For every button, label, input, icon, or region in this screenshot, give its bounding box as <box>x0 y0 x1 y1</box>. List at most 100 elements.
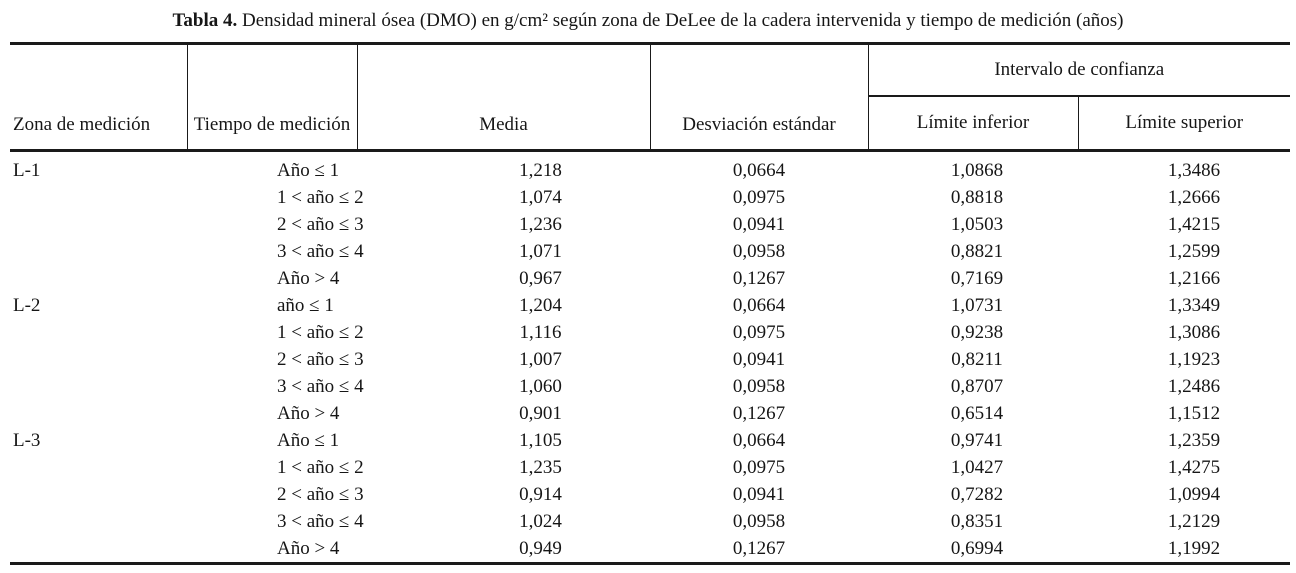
zona-cell: L-2 <box>13 294 41 316</box>
limite-superior-cell: 1,1992 <box>1167 537 1221 559</box>
limite-inferior-cell: 1,0731 <box>950 294 1004 316</box>
table-row: 1 < año ≤ 2 1,116 0,0975 0,9238 1,3086 <box>10 319 1290 346</box>
header-zona: Zona de medición <box>10 43 188 152</box>
media-cell: 0,914 <box>519 483 562 505</box>
desviacion-cell: 0,0941 <box>732 213 786 235</box>
limite-inferior-cell: 0,8351 <box>950 510 1004 532</box>
limite-inferior-cell: 0,8821 <box>950 240 1004 262</box>
zona-cell <box>10 319 187 346</box>
zona-cell <box>10 265 187 292</box>
limite-superior-cell: 1,2129 <box>1167 510 1221 532</box>
limite-superior-cell: 1,2599 <box>1167 240 1221 262</box>
table-row: 3 < año ≤ 4 1,024 0,0958 0,8351 1,2129 <box>10 508 1290 535</box>
zona-cell <box>10 346 187 373</box>
media-cell: 1,074 <box>519 186 562 208</box>
desviacion-cell: 0,0958 <box>732 375 786 397</box>
zona-cell: L-1 <box>13 159 41 181</box>
zona-cell <box>10 481 187 508</box>
desviacion-cell: 0,0975 <box>732 186 786 208</box>
media-cell: 1,218 <box>519 159 562 181</box>
limite-inferior-cell: 0,8211 <box>951 348 1003 370</box>
tiempo-cell: Año > 4 <box>277 402 340 424</box>
zona-cell <box>10 535 187 564</box>
desviacion-cell: 0,1267 <box>732 267 786 289</box>
limite-inferior-cell: 0,7169 <box>950 267 1004 289</box>
zona-cell <box>10 211 187 238</box>
zona-cell <box>10 508 187 535</box>
zona-cell <box>10 238 187 265</box>
table-row: Año > 4 0,901 0,1267 0,6514 1,1512 <box>10 400 1290 427</box>
table-row: 2 < año ≤ 3 0,914 0,0941 0,7282 1,0994 <box>10 481 1290 508</box>
tiempo-cell: 2 < año ≤ 3 <box>277 483 364 505</box>
table-row: 2 < año ≤ 3 1,007 0,0941 0,8211 1,1923 <box>10 346 1290 373</box>
table-caption: Tabla 4. Densidad mineral ósea (DMO) en … <box>0 0 1296 34</box>
media-cell: 1,116 <box>519 321 562 343</box>
table-row: Año > 4 0,967 0,1267 0,7169 1,2166 <box>10 265 1290 292</box>
tiempo-cell: Año ≤ 1 <box>277 159 340 181</box>
limite-superior-cell: 1,2166 <box>1167 267 1221 289</box>
desviacion-cell: 0,0958 <box>732 240 786 262</box>
desviacion-cell: 0,0664 <box>732 429 786 451</box>
zona-cell <box>10 373 187 400</box>
header-row-bottom: Límite inferior Límite superior <box>10 96 1291 152</box>
table-row: 3 < año ≤ 4 1,071 0,0958 0,8821 1,2599 <box>10 238 1290 265</box>
desviacion-cell: 0,0941 <box>732 483 786 505</box>
limite-superior-cell: 1,0994 <box>1167 483 1221 505</box>
media-cell: 1,105 <box>519 429 562 451</box>
limite-inferior-cell: 1,0503 <box>950 213 1004 235</box>
tiempo-cell: 1 < año ≤ 2 <box>277 186 364 208</box>
table-caption-text: Densidad mineral ósea (DMO) en g/cm² seg… <box>237 10 1124 31</box>
table-body: L-1 Año ≤ 1 1,218 0,0664 1,0868 1,3486 1… <box>10 151 1290 564</box>
media-cell: 1,060 <box>519 375 562 397</box>
limite-inferior-cell: 1,0427 <box>950 456 1004 478</box>
desviacion-cell: 0,1267 <box>732 402 786 424</box>
limite-superior-cell: 1,3086 <box>1167 321 1221 343</box>
tiempo-cell: año ≤ 1 <box>277 294 334 316</box>
media-cell: 1,235 <box>519 456 562 478</box>
media-cell: 1,024 <box>519 510 562 532</box>
limite-inferior-cell: 0,6514 <box>950 402 1004 424</box>
header-intervalo-confianza: Intervalo de confianza <box>868 43 1291 97</box>
zona-cell <box>10 400 187 427</box>
limite-inferior-cell: 1,0868 <box>950 159 1004 181</box>
zona-cell <box>10 454 187 481</box>
table-row: 3 < año ≤ 4 1,060 0,0958 0,8707 1,2486 <box>10 373 1290 400</box>
media-cell: 0,949 <box>519 537 562 559</box>
limite-inferior-cell: 0,9238 <box>950 321 1004 343</box>
tiempo-cell: Año ≤ 1 <box>277 429 340 451</box>
table-caption-label: Tabla 4. <box>172 10 238 31</box>
limite-superior-cell: 1,2486 <box>1167 375 1221 397</box>
tiempo-cell: 3 < año ≤ 4 <box>277 375 364 397</box>
zona-cell <box>10 184 187 211</box>
media-cell: 1,236 <box>519 213 562 235</box>
table-row: 1 < año ≤ 2 1,235 0,0975 1,0427 1,4275 <box>10 454 1290 481</box>
media-cell: 1,071 <box>519 240 562 262</box>
tiempo-cell: 2 < año ≤ 3 <box>277 348 364 370</box>
tiempo-cell: Año > 4 <box>277 537 340 559</box>
limite-superior-cell: 1,2666 <box>1167 186 1221 208</box>
media-cell: 1,007 <box>519 348 562 370</box>
media-cell: 0,967 <box>519 267 562 289</box>
header-limite-superior: Límite superior <box>1078 96 1291 152</box>
desviacion-cell: 0,0975 <box>732 456 786 478</box>
limite-superior-cell: 1,1923 <box>1167 348 1221 370</box>
limite-superior-cell: 1,4275 <box>1167 456 1221 478</box>
limite-superior-cell: 1,2359 <box>1167 429 1221 451</box>
limite-superior-cell: 1,4215 <box>1167 213 1221 235</box>
tiempo-cell: 1 < año ≤ 2 <box>277 456 364 478</box>
header-media: Media <box>357 43 651 152</box>
media-cell: 0,901 <box>519 402 562 424</box>
desviacion-cell: 0,0941 <box>732 348 786 370</box>
table-row: L-2 año ≤ 1 1,204 0,0664 1,0731 1,3349 <box>10 292 1290 319</box>
header-row-top: Zona de medición Tiempo de medición Medi… <box>10 43 1291 152</box>
desviacion-cell: 0,0664 <box>732 294 786 316</box>
limite-superior-cell: 1,3349 <box>1167 294 1221 316</box>
tiempo-cell: Año > 4 <box>277 267 340 289</box>
limite-inferior-cell: 0,6994 <box>950 537 1004 559</box>
tiempo-cell: 2 < año ≤ 3 <box>277 213 364 235</box>
dmo-table: Zona de medición Tiempo de medición Medi… <box>10 42 1291 565</box>
desviacion-cell: 0,0664 <box>732 159 786 181</box>
tiempo-cell: 3 < año ≤ 4 <box>277 240 364 262</box>
header-tiempo: Tiempo de medición <box>187 43 358 152</box>
